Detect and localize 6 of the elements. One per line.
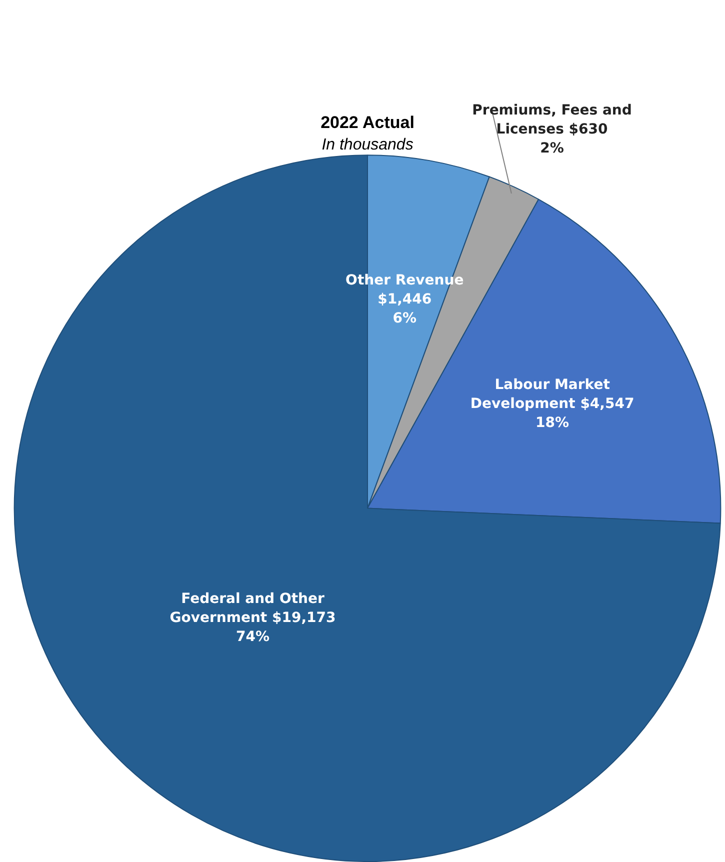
slice-label: Premiums, Fees and Licenses $630 2% — [472, 102, 632, 157]
slice-label: Federal and Other Government $19,173 74% — [170, 590, 336, 645]
text: 2022 Actual — [320, 112, 414, 132]
text: In thousands — [322, 136, 414, 154]
data-label: $1,446 6% — [378, 291, 432, 326]
slice-label: Labour Market Development $4,547 18% — [470, 377, 634, 432]
